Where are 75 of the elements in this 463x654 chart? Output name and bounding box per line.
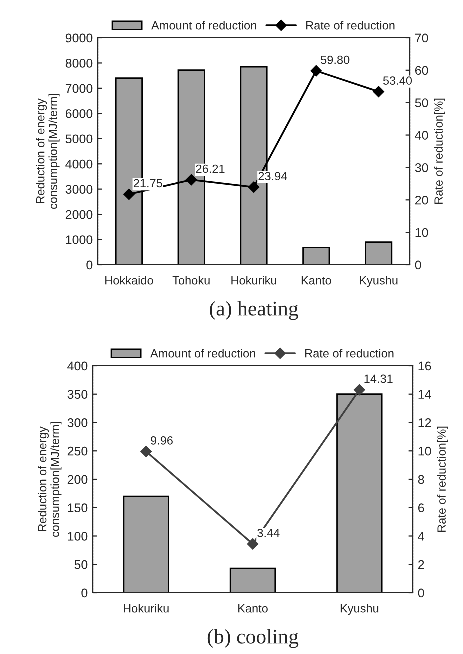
y-tick-label: 100 [68, 532, 88, 541]
y-tick-label: 4000 [66, 160, 93, 169]
legend-label: Amount of reduction [152, 21, 256, 30]
y2-tick-label: 12 [418, 418, 432, 428]
x-tick-label: Hokuriku [232, 276, 277, 285]
y-tick-label: 250 [68, 446, 88, 456]
y-tick-label: 5000 [66, 134, 93, 144]
data-label: 14.31 [364, 374, 393, 384]
y2-tick-label: 70 [416, 34, 428, 43]
y-tick-label: 1000 [66, 236, 93, 244]
y-tick-label: 200 [68, 475, 88, 484]
y-tick-label: 0 [86, 260, 93, 270]
y2-tick-label: 40 [415, 131, 428, 140]
x-tick-label: Kyushu [360, 276, 398, 288]
bar [302, 247, 330, 265]
y-tick-label: 8000 [66, 59, 93, 68]
y-tick-label: 50 [74, 560, 88, 570]
point [354, 384, 366, 396]
data-label: 3.44 [258, 529, 280, 538]
legend-label: Amount of reduction [150, 349, 256, 358]
y-tick-label: 300 [68, 418, 88, 428]
y-axis-title: Reduction of energy consumption[MJ/term] [38, 422, 62, 538]
y2-tick-label: 0 [418, 588, 424, 598]
data-label: 53.40 [383, 76, 412, 86]
y2-tick-label: 2 [418, 560, 424, 570]
y2-tick-label: 30 [415, 164, 428, 172]
point [310, 65, 322, 77]
bar [123, 496, 170, 593]
y2-tick-label: 0 [415, 260, 422, 270]
y-tick-label: 0 [82, 588, 88, 598]
data-label: 59.80 [321, 56, 350, 64]
y2-tick-label: 14 [418, 390, 432, 399]
data-label: 23.94 [258, 172, 288, 181]
y2-tick-label: 16 [418, 362, 432, 371]
data-label: 26.21 [196, 164, 225, 174]
y2-tick-label: 10 [416, 228, 428, 238]
y-tick-label: 6000 [66, 109, 93, 118]
legend-label: Rate of reduction [306, 349, 394, 358]
y2-tick-label: 10 [418, 446, 432, 456]
y-tick-label: 3000 [66, 185, 93, 194]
y-tick-label: 9000 [66, 34, 93, 43]
y2-tick-label: 4 [418, 532, 424, 541]
y-tick-label: 350 [68, 390, 88, 400]
bar [365, 242, 393, 265]
point [248, 182, 260, 193]
point [140, 446, 152, 458]
y2-axis-title: Rate of reduction[%] [437, 426, 448, 532]
y-axis-title: Reduction of energy consumption[MJ/term] [36, 94, 60, 210]
y2-tick-label: 6 [418, 504, 424, 513]
point [247, 538, 259, 550]
point [124, 188, 135, 200]
x-tick-label: Hokuriku [124, 604, 169, 613]
data-label: 9.96 [151, 436, 173, 445]
point [373, 86, 384, 98]
y-tick-label: 150 [68, 504, 88, 513]
text: (b) cooling [208, 629, 299, 648]
y2-tick-label: 8 [418, 475, 424, 484]
y2-tick-label: 60 [415, 66, 428, 76]
y2-tick-label: 20 [415, 196, 428, 205]
bar [336, 394, 383, 593]
data-label: 21.75 [134, 179, 162, 188]
x-tick-label: Hokkaido [106, 276, 154, 285]
y2-tick-label: 50 [415, 98, 428, 108]
y-tick-label: 2000 [66, 210, 93, 220]
x-tick-label: Kanto [302, 276, 332, 285]
point [186, 174, 198, 186]
bar [230, 568, 276, 593]
y-tick-label: 400 [68, 362, 88, 371]
x-tick-label: Kyushu [340, 604, 379, 616]
y2-axis-title: Rate of reduction[%] [434, 98, 446, 204]
x-tick-label: Kanto [238, 604, 268, 613]
x-tick-label: Tohoku [172, 276, 210, 285]
y-tick-label: 7000 [66, 84, 93, 94]
legend-label: Rate of reduction [306, 21, 395, 30]
text: (a) heating [210, 301, 298, 320]
